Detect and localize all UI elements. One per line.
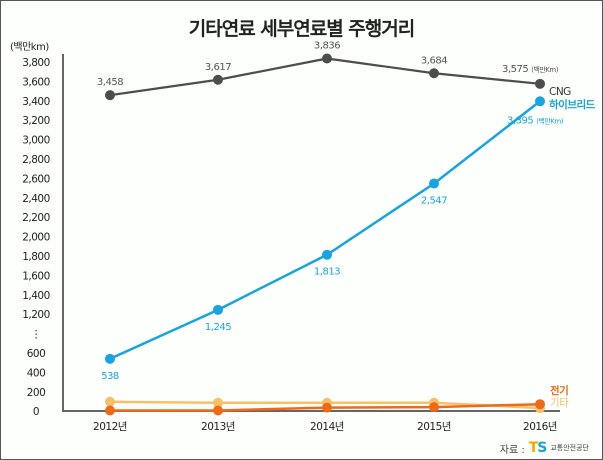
data-point-electric: [535, 399, 545, 410]
data-point-electric: [105, 405, 115, 416]
y-tick-label: 2,600: [22, 173, 50, 185]
y-tick-label: 0: [33, 406, 39, 418]
y-axis-unit-label: (백만km): [10, 42, 49, 53]
data-point-cng: [105, 90, 115, 101]
x-tick-label: 2016년: [523, 421, 557, 433]
data-label-hybrid: 1,245: [205, 322, 231, 333]
data-point-cng: [429, 68, 439, 79]
series-line-hybrid: [109, 100, 541, 360]
ts-logo: TS: [528, 440, 548, 456]
data-point-hybrid: [429, 178, 439, 189]
y-tick-label: 3,600: [22, 76, 50, 88]
data-point-hybrid: [322, 249, 332, 260]
y-tick-label: 2,200: [22, 212, 50, 224]
data-point-cng: [535, 78, 545, 89]
y-tick-label: 3,800: [22, 57, 50, 69]
data-point-hybrid: [213, 304, 223, 315]
source-org: 교통안전공단: [550, 444, 589, 452]
series-line-cng: [109, 57, 541, 97]
data-point-electric: [429, 402, 439, 413]
data-label-cng: 3,575 (백만Km): [502, 64, 559, 75]
legend-label-electric: 전기: [550, 384, 568, 397]
y-tick-label: 3,000: [22, 135, 50, 147]
data-point-hybrid: [535, 96, 545, 107]
legend-label-hybrid: 하이브리드: [549, 98, 596, 111]
data-label-cng: 3,458: [97, 77, 123, 88]
data-label-hybrid: 1,813: [314, 267, 340, 278]
data-label-hybrid: 2,547: [421, 196, 447, 207]
y-tick-label: 2,000: [22, 232, 50, 244]
data-label-hybrid: 3,395 (백만Km): [507, 115, 564, 126]
data-point-cng: [213, 74, 223, 85]
data-point-hybrid: [105, 353, 115, 364]
y-tick-label: 2,800: [22, 154, 50, 166]
data-point-electric: [322, 402, 332, 413]
y-tick-label: 1,200: [22, 309, 50, 321]
data-point-cng: [322, 53, 332, 64]
x-tick-label: 2015년: [417, 421, 451, 433]
y-tick-label: 600: [27, 348, 46, 360]
data-label-cng: 3,617: [205, 62, 231, 73]
y-tick-label: 1,800: [22, 251, 50, 263]
chart-title: 기타연료 세부연료별 주행거리: [188, 18, 415, 40]
y-tick-label: 2,400: [22, 193, 50, 205]
y-tick-label: 1,400: [22, 290, 50, 302]
y-tick-label: 3,200: [22, 115, 50, 127]
legend-label-other: 기타: [550, 397, 569, 409]
y-tick-label: 200: [27, 387, 46, 399]
y-tick-label: 3,400: [22, 96, 50, 108]
x-tick-label: 2012년: [93, 421, 127, 433]
data-label-cng: 3,836: [314, 41, 340, 52]
y-tick-label: 400: [27, 367, 46, 379]
legend-label-cng: CNG: [549, 86, 571, 98]
data-point-other: [105, 396, 115, 407]
data-point-other: [213, 397, 223, 408]
source-credit: 자료 : TS 교통안전공단: [500, 440, 589, 456]
x-tick-label: 2013년: [201, 421, 235, 433]
data-label-hybrid: 538: [101, 371, 119, 382]
data-point-electric: [213, 405, 223, 416]
x-tick-label: 2014년: [310, 421, 344, 433]
source-label: 자료 :: [499, 444, 525, 456]
data-label-cng: 3,684: [421, 55, 447, 66]
y-tick-label: ⋮: [31, 329, 41, 341]
y-tick-label: 1,600: [22, 270, 50, 282]
